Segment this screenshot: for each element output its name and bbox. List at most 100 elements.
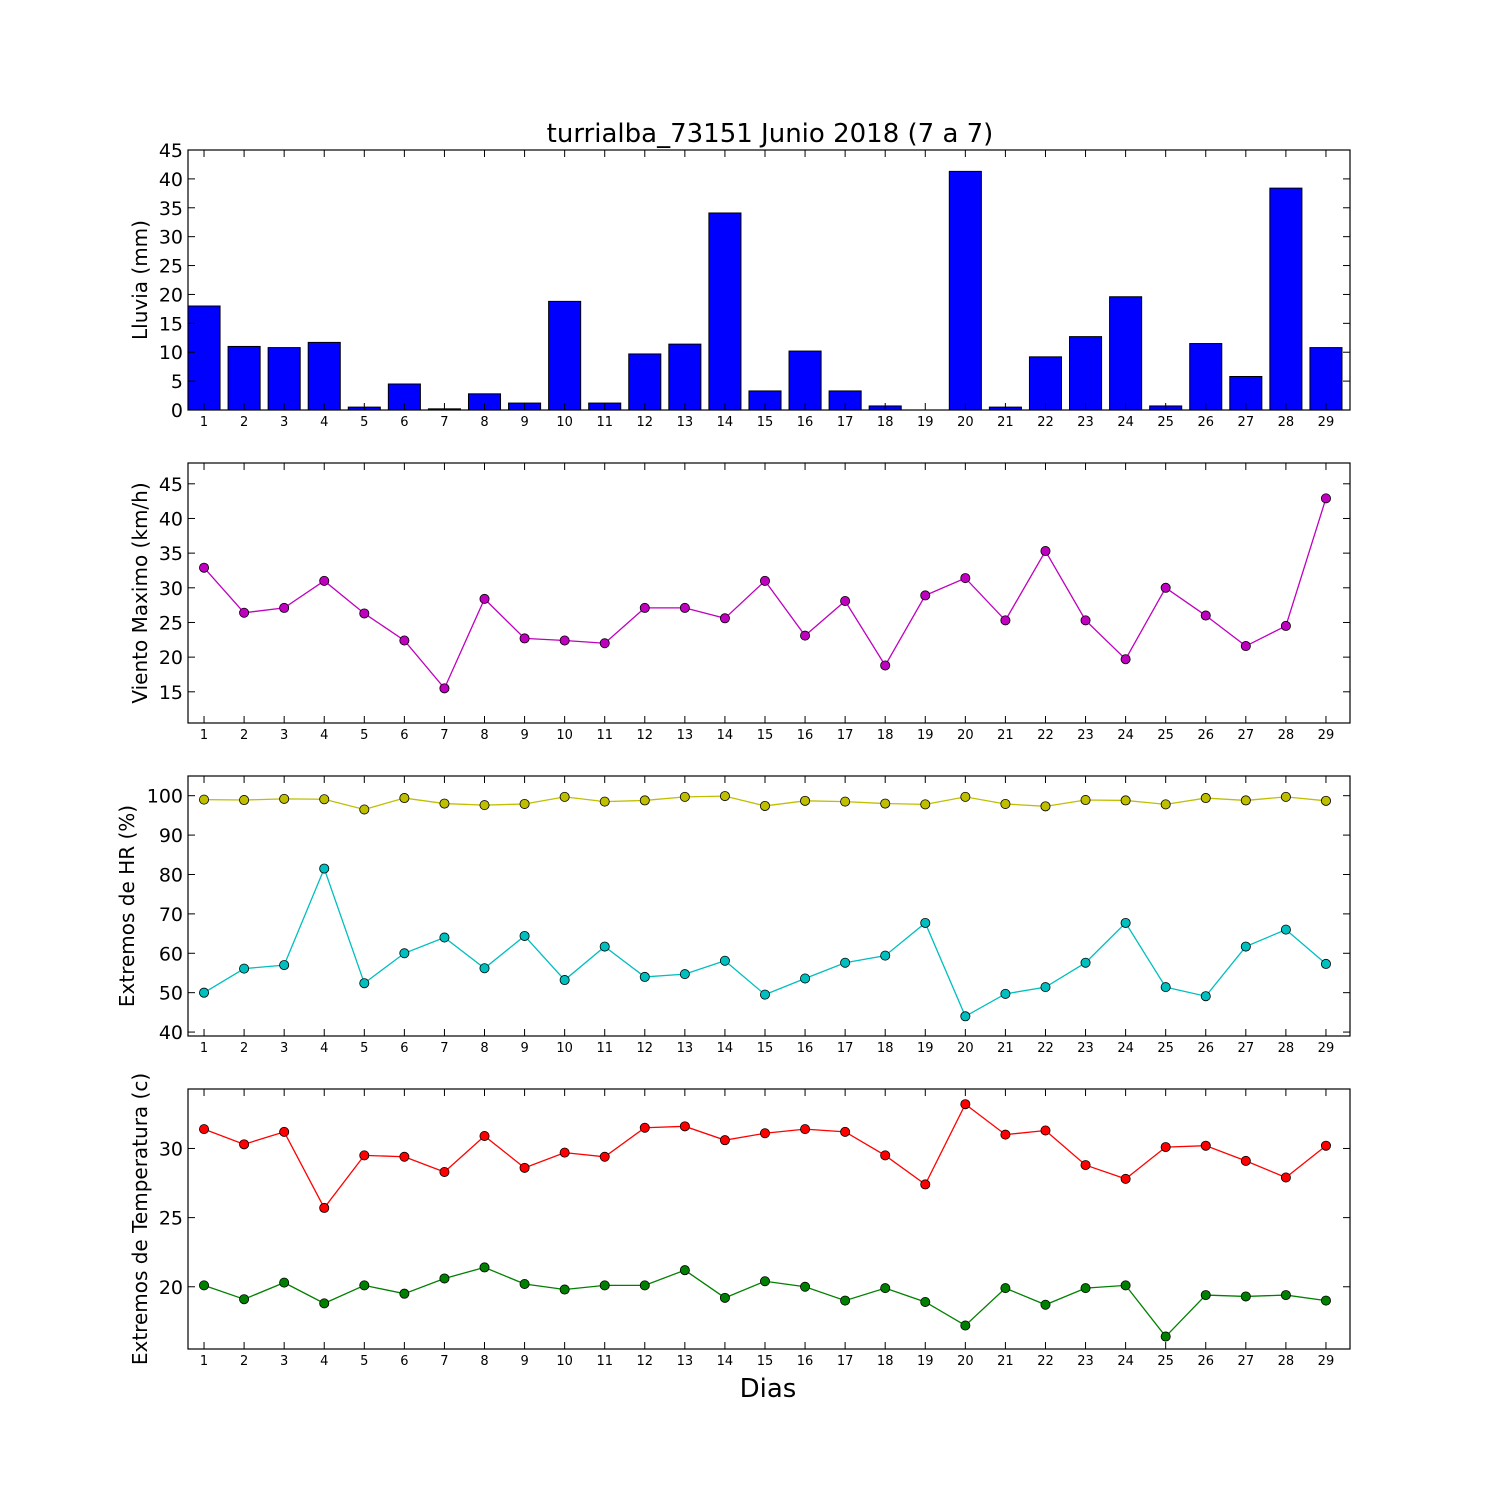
x-tick-label: 23 [1077,1354,1094,1369]
point-series-0-day-4 [319,794,330,805]
x-tick-label: 6 [400,1041,408,1056]
point-series-1-day-1 [199,1280,210,1291]
x-tick-label: 18 [877,415,894,430]
x-tick-label: 5 [360,415,368,430]
y-tick-label: 50 [159,983,183,1005]
x-tick-label: 26 [1197,1041,1214,1056]
point-series-1-day-8 [479,1262,490,1273]
y-tick-label: 10 [159,342,183,364]
point-series-0-day-7 [439,1166,450,1177]
chart-title: turrialba_73151 Junio 2018 (7 a 7) [547,119,994,149]
point-series-1-day-1 [199,987,210,998]
axes-frame [187,149,1351,411]
point-series-1-day-15 [759,989,770,1000]
point-series-1-day-7 [439,1273,450,1284]
point-series-1-day-22 [1040,1299,1051,1310]
x-tick-label: 24 [1117,1041,1134,1056]
x-tick-label: 29 [1318,415,1335,430]
x-tick-label: 7 [440,1041,448,1056]
point-series-1-day-28 [1280,1290,1291,1301]
x-tick-label: 18 [877,1041,894,1056]
x-tick-label: 13 [677,415,694,430]
point-series-1-day-6 [399,1288,410,1299]
point-series-1-day-7 [439,932,450,943]
point-series-0-day-16 [800,1124,811,1135]
x-tick-label: 11 [596,415,613,430]
x-tick-label: 26 [1197,415,1214,430]
x-tick-label: 15 [757,1354,774,1369]
point-series-1-day-14 [719,1292,730,1303]
x-tick-label: 14 [717,1354,734,1369]
point-series-0-day-22 [1040,801,1051,812]
rain-bar-day-12 [628,353,662,411]
rain-bar-day-26 [1189,343,1223,411]
rain-bar-day-28 [1269,187,1303,411]
x-tick-label: 20 [957,728,974,743]
y-tick-label: 45 [159,140,183,162]
point-series-1-day-8 [479,963,490,974]
point-series-0-day-27 [1240,641,1251,652]
point-series-0-day-28 [1280,1172,1291,1183]
x-tick-label: 17 [837,1041,854,1056]
y-tick-label: 5 [171,371,183,393]
x-tick-label: 6 [400,728,408,743]
rain-bar-day-13 [668,343,702,411]
x-tick-label: 10 [556,1041,573,1056]
x-tick-label: 17 [837,1354,854,1369]
x-tick-label: 14 [717,415,734,430]
point-series-1-day-14 [719,955,730,966]
x-tick-label: 27 [1238,728,1255,743]
rain-bar-day-20 [948,170,982,411]
y-axis-label: Viento Maximo (km/h) [128,482,152,703]
x-tick-label: 25 [1157,728,1174,743]
point-series-0-day-26 [1200,793,1211,804]
x-tick-label: 13 [677,1041,694,1056]
point-series-0-day-23 [1080,795,1091,806]
rain-bar-day-4 [307,341,341,411]
point-series-1-day-12 [639,1280,650,1291]
x-tick-label: 21 [997,728,1014,743]
point-series-1-day-29 [1320,958,1331,969]
point-series-0-day-17 [840,1126,851,1137]
point-series-1-day-18 [880,1283,891,1294]
point-series-0-day-2 [239,1139,250,1150]
point-series-0-day-19 [920,1179,931,1190]
y-tick-label: 40 [159,1022,183,1044]
point-series-1-day-17 [840,1295,851,1306]
point-series-1-day-10 [559,975,570,986]
point-series-1-day-5 [359,1280,370,1291]
point-series-0-day-25 [1160,582,1171,593]
point-series-1-day-13 [679,969,690,980]
point-series-1-day-16 [800,1281,811,1292]
point-series-0-day-10 [559,791,570,802]
point-series-1-day-27 [1240,941,1251,952]
x-tick-label: 28 [1278,415,1295,430]
x-tick-label: 19 [917,415,934,430]
y-tick-label: 25 [159,256,183,278]
y-tick-label: 35 [159,543,183,565]
point-series-0-day-8 [479,593,490,604]
x-tick-label: 7 [440,415,448,430]
point-series-1-day-3 [279,1277,290,1288]
point-series-1-day-23 [1080,1283,1091,1294]
point-series-1-day-26 [1200,1290,1211,1301]
x-tick-label: 4 [320,728,328,743]
point-series-1-day-17 [840,957,851,968]
point-series-0-day-26 [1200,610,1211,621]
x-tick-label: 2 [240,415,248,430]
rain-bar-day-16 [788,350,822,411]
point-series-1-day-9 [519,1279,530,1290]
x-tick-label: 1 [200,415,208,430]
point-series-1-day-29 [1320,1295,1331,1306]
point-series-0-day-23 [1080,615,1091,626]
point-series-1-day-26 [1200,991,1211,1002]
x-tick-label: 6 [400,415,408,430]
x-tick-label: 1 [200,1354,208,1369]
x-tick-label: 28 [1278,1354,1295,1369]
point-series-0-day-4 [319,1202,330,1213]
y-tick-label: 20 [159,647,183,669]
x-tick-label: 11 [596,1041,613,1056]
x-tick-label: 7 [440,728,448,743]
point-series-0-day-13 [679,1121,690,1132]
point-series-0-day-9 [519,798,530,809]
